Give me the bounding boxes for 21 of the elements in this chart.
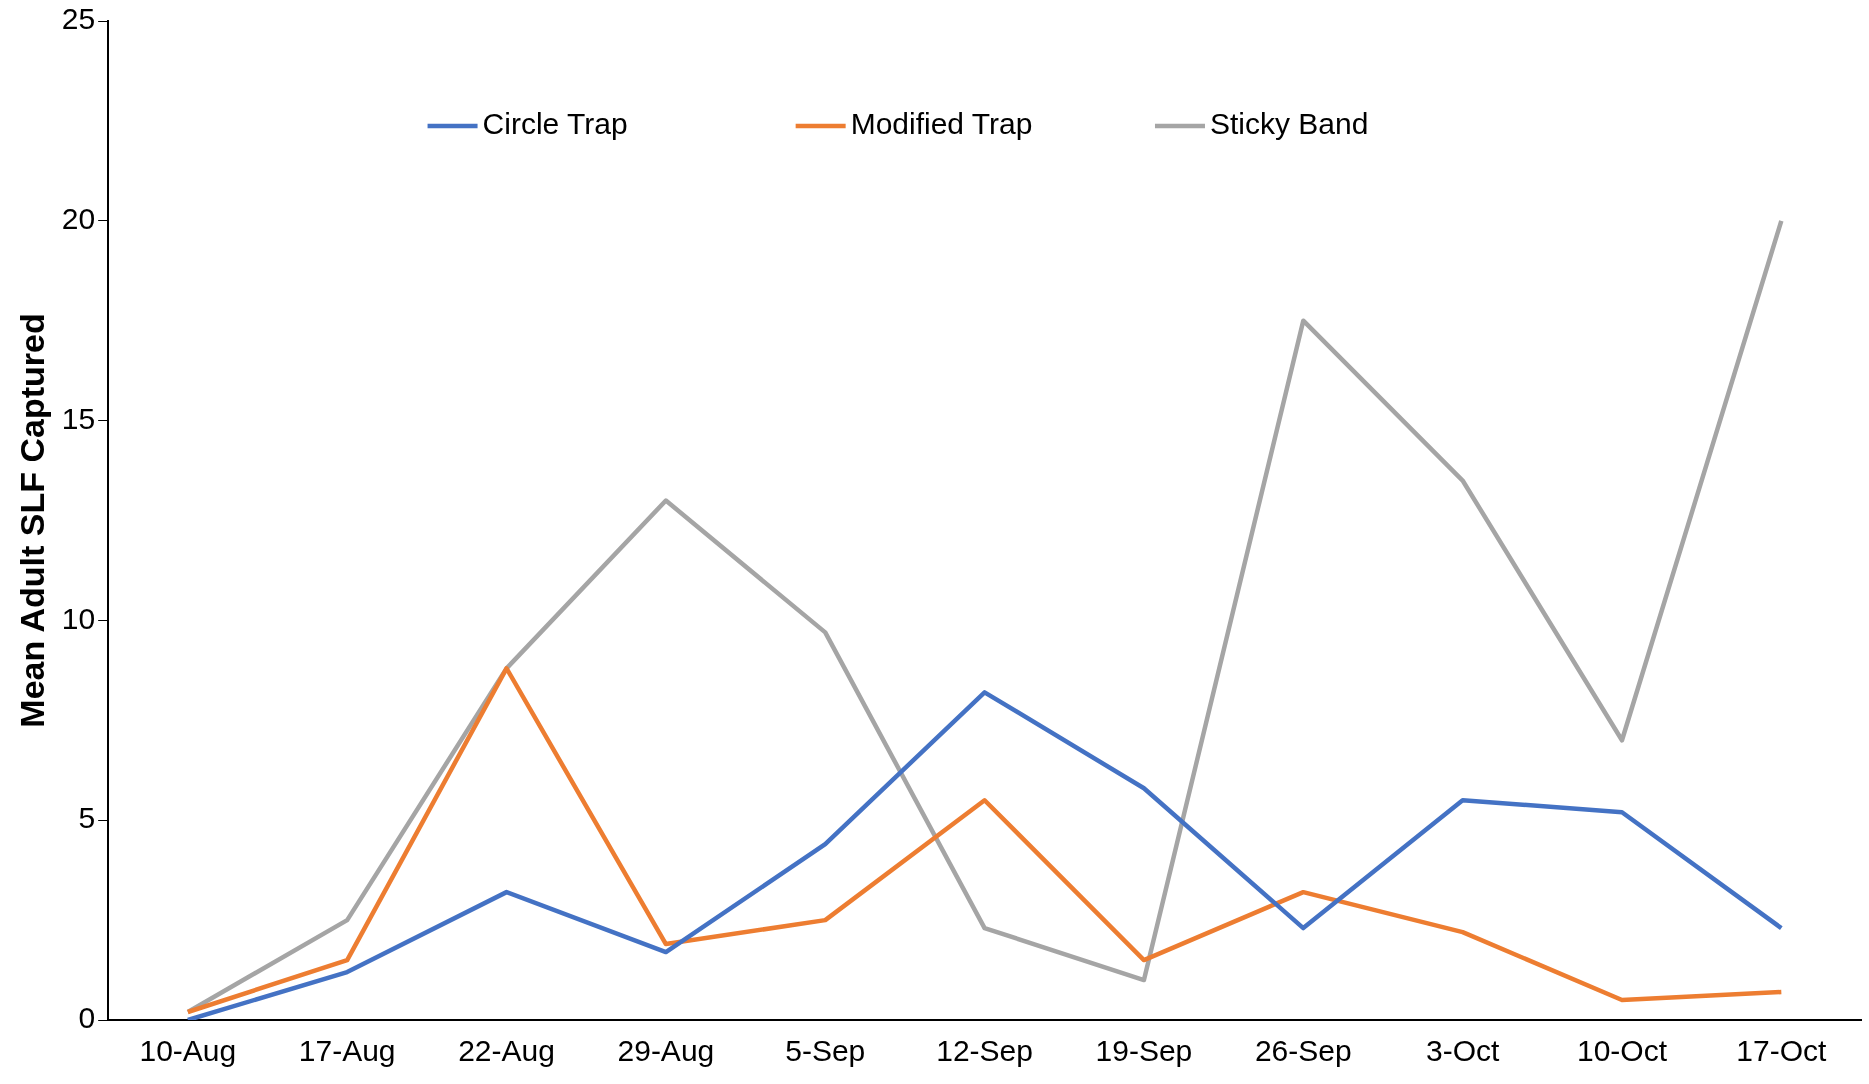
legend-label: Circle Trap <box>482 107 628 141</box>
x-tick-label: 26-Sep <box>1254 1034 1352 1068</box>
y-tick-label: 20 <box>61 202 96 236</box>
x-tick-label: 29-Aug <box>617 1034 715 1068</box>
x-tick-label: 5-Sep <box>785 1034 866 1068</box>
legend-label: Sticky Band <box>1209 107 1369 141</box>
x-tick-label: 17-Oct <box>1736 1034 1827 1068</box>
x-tick-label: 12-Sep <box>936 1034 1033 1068</box>
y-tick-label: 5 <box>78 801 96 835</box>
x-tick-label: 22-Aug <box>458 1034 555 1068</box>
y-axis-title: Mean Adult SLF Captured <box>12 313 51 728</box>
legend-label: Modified Trap <box>850 107 1033 141</box>
y-tick-label: 0 <box>78 1001 96 1035</box>
x-tick-label: 3-Oct <box>1425 1034 1500 1068</box>
x-tick-label: 17-Aug <box>298 1034 396 1068</box>
x-tick-label: 10-Aug <box>139 1034 237 1068</box>
x-tick-label: 10-Oct <box>1576 1034 1668 1068</box>
y-tick-label: 25 <box>61 2 96 36</box>
y-tick-label: 10 <box>61 601 96 635</box>
y-tick-label: 15 <box>61 401 96 435</box>
x-tick-label: 19-Sep <box>1095 1034 1193 1068</box>
